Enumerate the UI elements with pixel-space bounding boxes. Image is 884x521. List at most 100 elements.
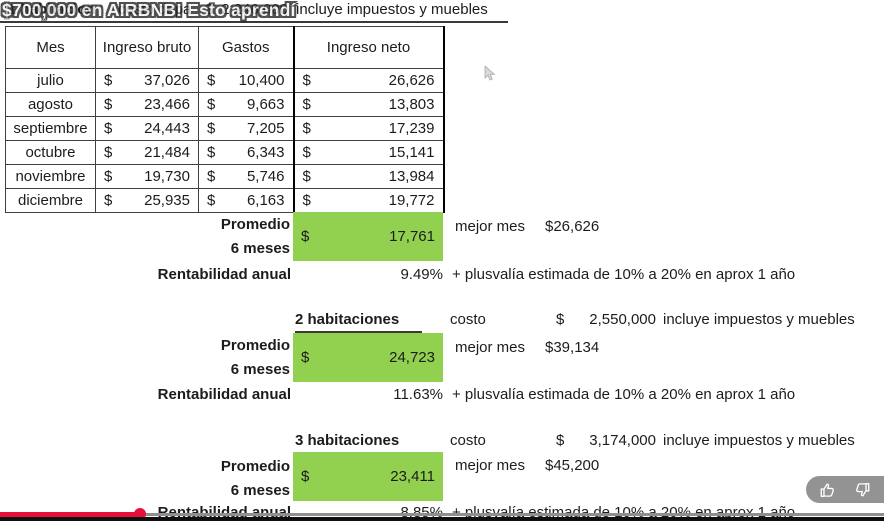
- table-row: diciembre $25,935 $6,163 $19,772: [5, 188, 445, 213]
- bruto-cell: $19,730: [95, 164, 199, 189]
- block3-header-line: 3 habitaciones costo $ 3,174,000 incluye…: [0, 432, 884, 454]
- dislike-button[interactable]: [853, 481, 871, 499]
- currency-symbol: $: [207, 120, 216, 137]
- neto-cell: $13,803: [292, 92, 445, 117]
- rentabilidad-value-3: 8.85%: [291, 504, 443, 521]
- video-title-overlay: $700,000 en AIRBNB! Esto aprendí: [2, 0, 296, 20]
- currency-symbol: $: [302, 120, 311, 137]
- currency-symbol: $: [556, 311, 565, 328]
- currency-symbol: $: [104, 192, 113, 209]
- rentabilidad-note-2: + plusvalía estimada de 10% a 20% en apr…: [452, 386, 796, 403]
- bruto-value: 25,935: [144, 192, 190, 209]
- row1-currency: $: [205, 1, 214, 18]
- rentabilidad-label-1: Rentabilidad anual: [157, 266, 291, 283]
- currency-symbol: $: [302, 168, 311, 185]
- mouse-cursor-icon: [484, 66, 496, 81]
- video-progress-track[interactable]: [0, 513, 884, 516]
- thumbs-up-icon: [820, 482, 834, 497]
- currency-symbol: $: [104, 168, 113, 185]
- block3-cost-note: incluye impuestos y muebles: [663, 432, 855, 449]
- block2-label: 2 habitaciones: [295, 311, 422, 333]
- block3-cost-value: 3,174,000: [589, 432, 656, 449]
- promedio-cell-3: $ 23,411: [293, 452, 443, 501]
- mejor-mes-value-2: $39,134: [545, 339, 600, 356]
- gastos-value: 5,746: [246, 168, 285, 185]
- neto-cell: $26,626: [292, 68, 445, 93]
- gastos-cell: $6,343: [198, 140, 294, 165]
- promedio-value-2: 24,723: [389, 349, 435, 366]
- neto-cell: $19,772: [292, 188, 445, 213]
- neto-cell: $13,984: [292, 164, 445, 189]
- block2-cost-value: 2,550,000: [589, 311, 656, 328]
- rentabilidad-row-3: Rentabilidad anual8.85% + plusvalía estim…: [0, 504, 884, 521]
- gastos-value: 6,343: [246, 144, 285, 161]
- row1-cost-note: incluye impuestos y muebles: [296, 1, 488, 18]
- currency-symbol: $: [301, 228, 310, 245]
- gastos-value: 6,163: [246, 192, 285, 209]
- bruto-cell: $24,443: [95, 116, 199, 141]
- neto-value: 15,141: [388, 144, 435, 161]
- promedio-cell-1: $ 17,761: [293, 212, 443, 261]
- currency-symbol: $: [301, 349, 310, 366]
- promedio-label-3: Promedio 6 meses: [220, 458, 290, 499]
- mejor-mes-value-1: $26,626: [545, 218, 600, 235]
- table-row: septiembre $24,443 $7,205 $17,239: [5, 116, 445, 141]
- video-progress-fill[interactable]: [0, 512, 141, 517]
- bruto-value: 37,026: [144, 72, 190, 89]
- block2-cost-label: costo: [450, 311, 486, 328]
- currency-symbol: $: [302, 144, 311, 161]
- currency-symbol: $: [207, 168, 216, 185]
- mejor-mes-value-3: $45,200: [545, 457, 600, 474]
- rentabilidad-row-1: Rentabilidad anual 9.49% + plusvalía estim…: [0, 266, 884, 283]
- bruto-value: 24,443: [144, 120, 190, 137]
- neto-value: 17,239: [388, 120, 435, 137]
- currency-symbol: $: [302, 192, 311, 209]
- header-ingreso-bruto: Ingreso bruto: [95, 26, 199, 69]
- promedio-cell-2: $ 24,723: [293, 333, 443, 382]
- currency-symbol: $: [207, 192, 216, 209]
- gastos-cell: $5,746: [198, 164, 294, 189]
- currency-symbol: $: [104, 144, 113, 161]
- currency-symbol: $: [104, 72, 113, 89]
- mes-cell: septiembre: [5, 116, 96, 141]
- currency-symbol: $: [104, 96, 113, 113]
- currency-symbol: $: [302, 96, 311, 113]
- currency-symbol: $: [207, 96, 216, 113]
- currency-symbol: $: [104, 120, 113, 137]
- gastos-cell: $7,205: [198, 116, 294, 141]
- promedio-label-1: Promedio 6 meses: [220, 216, 290, 257]
- rentabilidad-label-2: Rentabilidad anual: [157, 386, 291, 403]
- gastos-value: 9,663: [246, 96, 285, 113]
- player-bottom-bar: [0, 517, 884, 521]
- mejor-mes-label-2: mejor mes: [455, 339, 526, 356]
- gastos-value: 10,400: [238, 72, 285, 89]
- rentabilidad-note-3: + plusvalía estimada de 10% a 20% en apr…: [452, 504, 795, 521]
- table-row: noviembre $19,730 $5,746 $13,984: [5, 164, 445, 189]
- promedio-value-3: 23,411: [390, 468, 435, 485]
- table-row: agosto $23,466 $9,663 $13,803: [5, 92, 445, 117]
- gastos-value: 7,205: [246, 120, 285, 137]
- like-button[interactable]: [819, 481, 837, 499]
- currency-symbol: $: [207, 72, 216, 89]
- like-dislike-pill: [806, 476, 884, 503]
- bruto-cell: $25,935: [95, 188, 199, 213]
- currency-symbol: $: [302, 72, 311, 89]
- bruto-cell: $37,026: [95, 68, 199, 93]
- neto-value: 26,626: [388, 72, 435, 89]
- header-ingreso-neto: Ingreso neto: [292, 26, 445, 69]
- bruto-cell: $23,466: [95, 92, 199, 117]
- rentabilidad-value-1: 9.49%: [400, 266, 443, 283]
- sheet-row-1: 1 habitacion costo depa $ 2,246,000 incl…: [0, 0, 508, 23]
- rentabilidad-value-2: 11.63%: [393, 386, 443, 403]
- neto-cell: $15,141: [292, 140, 445, 165]
- header-gastos: Gastos: [198, 26, 294, 69]
- block3-label: 3 habitaciones: [295, 432, 422, 454]
- mes-cell: agosto: [5, 92, 96, 117]
- mes-cell: diciembre: [5, 188, 96, 213]
- row1-cost-value: 2,246,000: [221, 1, 288, 18]
- gastos-cell: $9,663: [198, 92, 294, 117]
- mes-cell: noviembre: [5, 164, 96, 189]
- bruto-value: 21,484: [144, 144, 190, 161]
- neto-value: 13,984: [388, 168, 435, 185]
